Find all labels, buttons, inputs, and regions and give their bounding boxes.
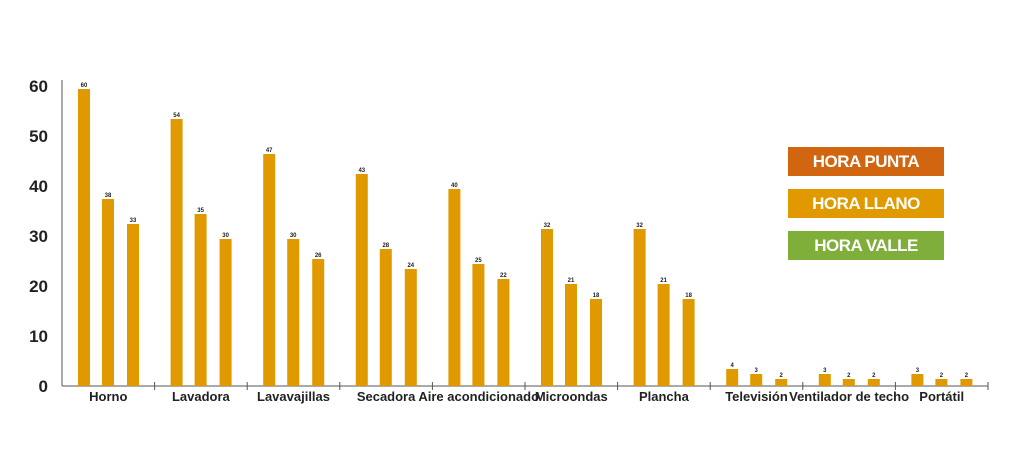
data-label: 3 — [916, 368, 920, 374]
data-label: 18 — [593, 293, 600, 299]
data-label: 2 — [847, 373, 851, 379]
bar — [565, 284, 577, 386]
bar — [127, 224, 139, 386]
bar — [194, 214, 207, 386]
category-label: Horno — [89, 389, 127, 404]
data-label: 35 — [197, 208, 204, 214]
bar — [263, 154, 276, 386]
bar — [867, 379, 880, 386]
bar — [448, 189, 461, 386]
y-tick-label: 50 — [29, 127, 48, 146]
bar — [960, 379, 973, 386]
category-label: Lavavajillas — [257, 389, 330, 404]
data-label: 21 — [660, 278, 667, 284]
bar — [355, 174, 368, 386]
category-label: Televisión — [725, 389, 788, 404]
data-label: 43 — [358, 168, 365, 174]
data-label: 26 — [315, 253, 322, 259]
data-label: 18 — [685, 293, 692, 299]
data-label: 47 — [266, 148, 273, 154]
bar — [541, 229, 553, 386]
data-label: 3 — [823, 368, 827, 374]
bar — [472, 264, 485, 386]
bar — [750, 374, 763, 386]
category-label: Ventilador de techo — [789, 389, 909, 404]
data-label: 2 — [965, 373, 969, 379]
bar — [633, 229, 646, 386]
bar — [726, 369, 739, 386]
bar — [935, 379, 948, 386]
legend-item: HORA VALLE — [788, 231, 944, 260]
data-label: 21 — [568, 278, 575, 284]
data-label: 2 — [872, 373, 876, 379]
bar — [818, 374, 831, 386]
category-label: Aire acondicionado — [418, 389, 539, 404]
category-label: Secadora — [357, 389, 416, 404]
y-tick-label: 0 — [39, 377, 48, 396]
data-label: 32 — [544, 223, 551, 229]
bar — [497, 279, 510, 386]
bar — [657, 284, 670, 386]
data-label: 33 — [130, 218, 137, 224]
data-label: 30 — [290, 233, 297, 239]
category-label: Plancha — [639, 389, 690, 404]
bar — [590, 299, 602, 386]
y-tick-label: 20 — [29, 277, 48, 296]
legend-item: HORA PUNTA — [788, 147, 944, 176]
data-label: 2 — [940, 373, 944, 379]
data-label: 25 — [475, 258, 482, 264]
bar — [682, 299, 695, 386]
data-label: 54 — [173, 113, 180, 119]
data-label: 40 — [451, 183, 458, 189]
data-label: 30 — [222, 233, 229, 239]
bar — [170, 119, 183, 386]
category-label: Portátil — [919, 389, 964, 404]
category-label: Microondas — [535, 389, 608, 404]
data-label: 3 — [755, 368, 759, 374]
data-label: 24 — [407, 263, 414, 269]
data-label: 2 — [780, 373, 784, 379]
bar — [219, 239, 232, 386]
y-tick-label: 30 — [29, 227, 48, 246]
data-label: 32 — [636, 223, 643, 229]
data-label: 60 — [81, 83, 88, 89]
bar — [78, 89, 90, 386]
bar — [287, 239, 300, 386]
bar — [911, 374, 924, 386]
bar — [379, 249, 392, 386]
y-tick-label: 10 — [29, 327, 48, 346]
data-label: 22 — [500, 273, 507, 279]
bar — [102, 199, 114, 386]
bar — [404, 269, 417, 386]
data-label: 38 — [105, 193, 112, 199]
legend-item: HORA LLANO — [788, 189, 944, 218]
bar — [842, 379, 855, 386]
data-label: 4 — [731, 363, 735, 369]
bar — [775, 379, 788, 386]
category-label: Lavadora — [172, 389, 231, 404]
y-tick-label: 40 — [29, 177, 48, 196]
y-tick-label: 60 — [29, 77, 48, 96]
data-label: 28 — [382, 243, 389, 249]
bar — [312, 259, 325, 386]
